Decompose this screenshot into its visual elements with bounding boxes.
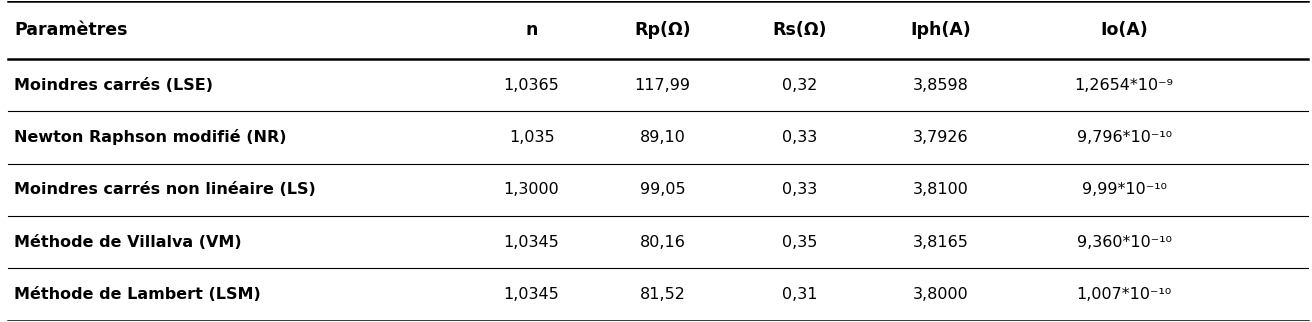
Text: 0,31: 0,31: [782, 287, 817, 302]
Text: Moindres carrés non linéaire (LS): Moindres carrés non linéaire (LS): [14, 182, 316, 197]
Text: Moindres carrés (LSE): Moindres carrés (LSE): [14, 78, 214, 92]
Text: 1,0345: 1,0345: [504, 235, 559, 250]
Text: 0,33: 0,33: [782, 182, 817, 197]
Text: 1,0365: 1,0365: [504, 78, 559, 92]
Text: Newton Raphson modifié (NR): Newton Raphson modifié (NR): [14, 129, 287, 145]
Text: 89,10: 89,10: [640, 130, 685, 145]
Text: 80,16: 80,16: [640, 235, 685, 250]
Text: 3,8165: 3,8165: [913, 235, 968, 250]
Text: 0,33: 0,33: [782, 130, 817, 145]
Text: 9,99*10⁻¹⁰: 9,99*10⁻¹⁰: [1081, 182, 1166, 197]
Text: 3,8000: 3,8000: [913, 287, 968, 302]
Text: 1,0345: 1,0345: [504, 287, 559, 302]
Text: 1,3000: 1,3000: [504, 182, 559, 197]
Text: 3,8100: 3,8100: [913, 182, 968, 197]
Text: n: n: [525, 21, 538, 39]
Text: 1,035: 1,035: [509, 130, 555, 145]
Text: 9,360*10⁻¹⁰: 9,360*10⁻¹⁰: [1077, 235, 1172, 250]
Text: Io(A): Io(A): [1101, 21, 1148, 39]
Text: 9,796*10⁻¹⁰: 9,796*10⁻¹⁰: [1077, 130, 1172, 145]
Text: Iph(A): Iph(A): [911, 21, 971, 39]
Text: Rp(Ω): Rp(Ω): [634, 21, 691, 39]
Text: Rs(Ω): Rs(Ω): [773, 21, 828, 39]
Text: 1,007*10⁻¹⁰: 1,007*10⁻¹⁰: [1076, 287, 1172, 302]
Text: Méthode de Villalva (VM): Méthode de Villalva (VM): [14, 235, 243, 250]
Text: Méthode de Lambert (LSM): Méthode de Lambert (LSM): [14, 287, 261, 302]
Text: 99,05: 99,05: [640, 182, 685, 197]
Text: 0,32: 0,32: [782, 78, 817, 92]
Text: 1,2654*10⁻⁹: 1,2654*10⁻⁹: [1075, 78, 1173, 92]
Text: 3,7926: 3,7926: [913, 130, 968, 145]
Text: Paramètres: Paramètres: [14, 21, 129, 39]
Text: 0,35: 0,35: [782, 235, 817, 250]
Text: 81,52: 81,52: [640, 287, 685, 302]
Text: 117,99: 117,99: [635, 78, 690, 92]
Text: 3,8598: 3,8598: [913, 78, 968, 92]
